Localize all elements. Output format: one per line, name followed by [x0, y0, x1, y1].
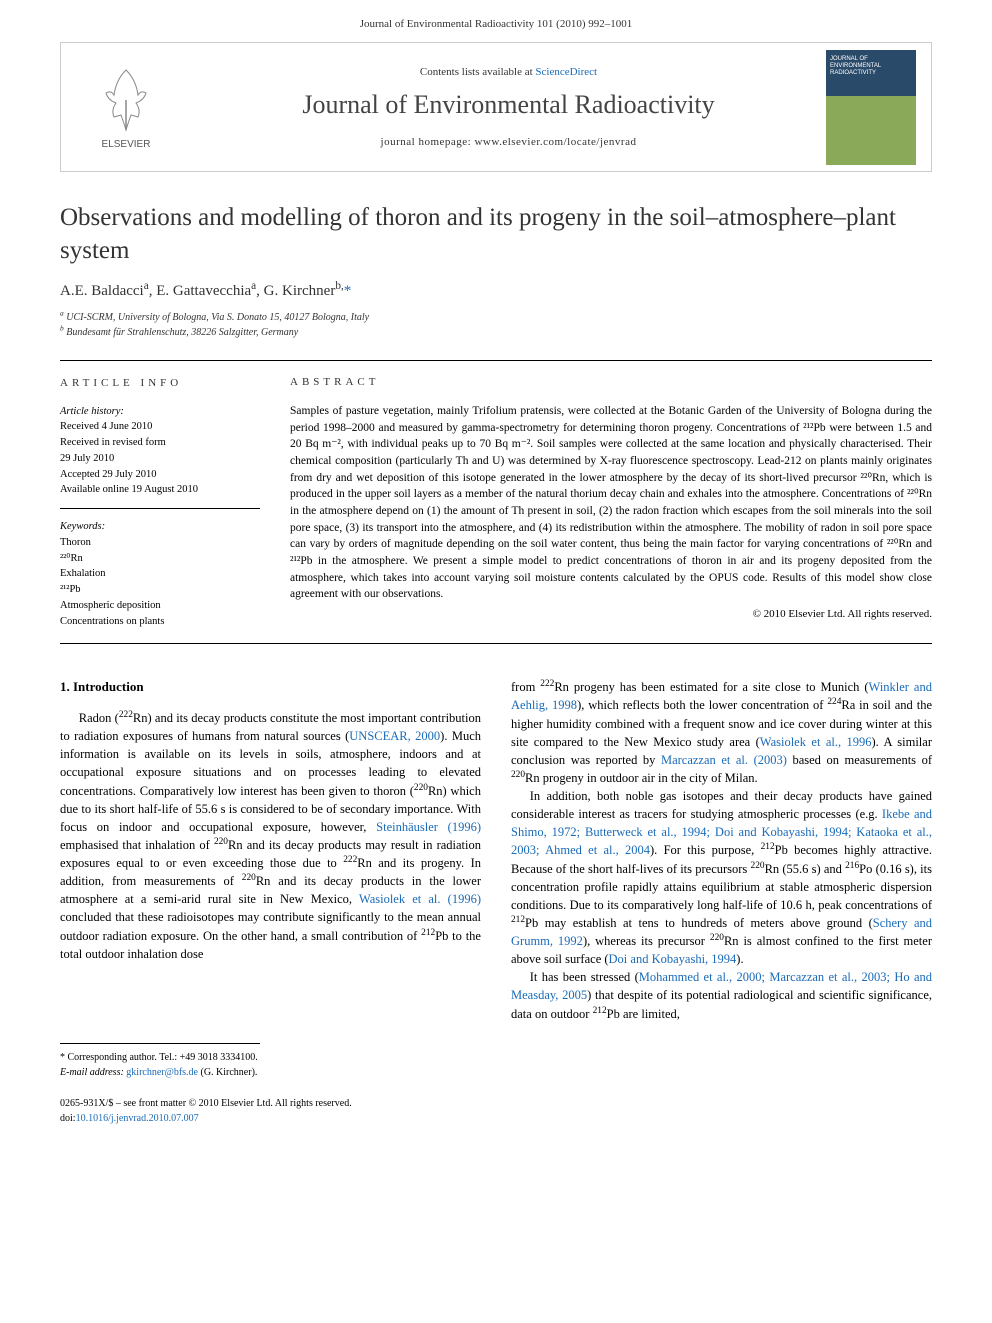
page-header-citation: Journal of Environmental Radioactivity 1…: [0, 0, 992, 42]
ref-link[interactable]: Wasiolek et al., 1996: [760, 735, 872, 749]
abstract-copyright: © 2010 Elsevier Ltd. All rights reserved…: [290, 607, 932, 623]
keyword: ²²⁰Rn: [60, 551, 260, 567]
affiliation-b: b Bundesamt für Strahlenschutz, 38226 Sa…: [60, 325, 932, 340]
keyword: Atmospheric deposition: [60, 598, 260, 614]
authors-line: A.E. Baldaccia, E. Gattavecchiaa, G. Kir…: [60, 283, 932, 300]
article-info-sidebar: ARTICLE INFO Article history: Received 4…: [60, 375, 260, 629]
email-link[interactable]: gkirchner@bfs.de: [126, 1067, 198, 1078]
received-date: Received 4 June 2010: [60, 419, 260, 435]
keyword: Exhalation: [60, 566, 260, 582]
journal-name: Journal of Environmental Radioactivity: [191, 90, 826, 120]
body-paragraph: from 222Rn progeny has been estimated fo…: [511, 678, 932, 787]
doi-link[interactable]: 10.1016/j.jenvrad.2010.07.007: [76, 1113, 199, 1124]
ref-link[interactable]: Wasiolek et al. (1996): [359, 892, 481, 906]
banner-center: Contents lists available at ScienceDirec…: [191, 66, 826, 148]
elsevier-tree-icon: [96, 65, 156, 135]
divider-top: [60, 360, 932, 361]
footer-copyright: 0265-931X/$ – see front matter © 2010 El…: [60, 1096, 932, 1126]
corresponding-author-star[interactable]: *: [344, 283, 352, 299]
body-paragraph: Radon (222Rn) and its decay products con…: [60, 709, 481, 963]
keyword: Thoron: [60, 535, 260, 551]
cover-title: JOURNAL OF ENVIRONMENTAL RADIOACTIVITY: [830, 56, 912, 78]
info-abstract-row: ARTICLE INFO Article history: Received 4…: [60, 375, 932, 629]
affiliations: a UCI-SCRM, University of Bologna, Via S…: [60, 310, 932, 340]
abstract-heading: ABSTRACT: [290, 375, 932, 391]
article-info-heading: ARTICLE INFO: [60, 375, 260, 392]
journal-homepage: journal homepage: www.elsevier.com/locat…: [191, 136, 826, 148]
abstract-block: ABSTRACT Samples of pasture vegetation, …: [290, 375, 932, 629]
doi-line: doi:10.1016/j.jenvrad.2010.07.007: [60, 1111, 932, 1126]
contents-prefix: Contents lists available at: [420, 66, 535, 78]
corr-email-line: E-mail address: gkirchner@bfs.de (G. Kir…: [60, 1065, 260, 1080]
ref-link[interactable]: UNSCEAR, 2000: [349, 729, 440, 743]
journal-cover-thumbnail: JOURNAL OF ENVIRONMENTAL RADIOACTIVITY: [826, 50, 916, 165]
keyword: Concentrations on plants: [60, 614, 260, 630]
corresponding-author-footer: * Corresponding author. Tel.: +49 3018 3…: [60, 1043, 260, 1080]
ref-link[interactable]: Winkler and Aehlig, 1998: [511, 680, 932, 712]
ref-link[interactable]: Steinhäusler (1996): [376, 820, 481, 834]
ref-link[interactable]: Doi and Kobayashi, 1994: [609, 952, 737, 966]
body-column-left: 1. Introduction Radon (222Rn) and its de…: [60, 678, 481, 1022]
email-label: E-mail address:: [60, 1067, 126, 1078]
affiliation-a: a UCI-SCRM, University of Bologna, Via S…: [60, 310, 932, 325]
keyword: ²¹²Pb: [60, 582, 260, 598]
issn-line: 0265-931X/$ – see front matter © 2010 El…: [60, 1096, 932, 1111]
abstract-text: Samples of pasture vegetation, mainly Tr…: [290, 403, 932, 603]
publisher-name: ELSEVIER: [102, 139, 151, 150]
online-date: Available online 19 August 2010: [60, 482, 260, 498]
article-history-block: Article history: Received 4 June 2010 Re…: [60, 404, 260, 510]
ref-link[interactable]: Ikebe and Shimo, 1972; Butterweck et al.…: [511, 807, 932, 857]
email-suffix: (G. Kirchner).: [198, 1067, 257, 1078]
body-paragraph: In addition, both noble gas isotopes and…: [511, 787, 932, 968]
homepage-prefix: journal homepage:: [381, 136, 475, 148]
accepted-date: Accepted 29 July 2010: [60, 467, 260, 483]
body-column-right: from 222Rn progeny has been estimated fo…: [511, 678, 932, 1022]
divider-bottom: [60, 643, 932, 644]
history-label: Article history:: [60, 404, 260, 420]
keywords-block: Keywords: Thoron ²²⁰Rn Exhalation ²¹²Pb …: [60, 519, 260, 629]
ref-link[interactable]: Marcazzan et al. (2003): [661, 753, 787, 767]
revised-date: 29 July 2010: [60, 451, 260, 467]
corr-tel: * Corresponding author. Tel.: +49 3018 3…: [60, 1050, 260, 1065]
sciencedirect-link[interactable]: ScienceDirect: [535, 66, 597, 78]
keywords-label: Keywords:: [60, 519, 260, 535]
homepage-url: www.elsevier.com/locate/jenvrad: [474, 136, 636, 148]
article-title: Observations and modelling of thoron and…: [60, 202, 932, 267]
elsevier-logo: ELSEVIER: [81, 52, 171, 162]
contents-available-line: Contents lists available at ScienceDirec…: [191, 66, 826, 78]
section-heading-intro: 1. Introduction: [60, 678, 481, 697]
body-paragraph: It has been stressed (Mohammed et al., 2…: [511, 968, 932, 1022]
body-columns: 1. Introduction Radon (222Rn) and its de…: [60, 678, 932, 1022]
journal-banner: ELSEVIER Contents lists available at Sci…: [60, 42, 932, 172]
ref-link[interactable]: Mohammed et al., 2000; Marcazzan et al.,…: [511, 970, 932, 1002]
doi-label: doi:: [60, 1113, 76, 1124]
revised-label: Received in revised form: [60, 435, 260, 451]
